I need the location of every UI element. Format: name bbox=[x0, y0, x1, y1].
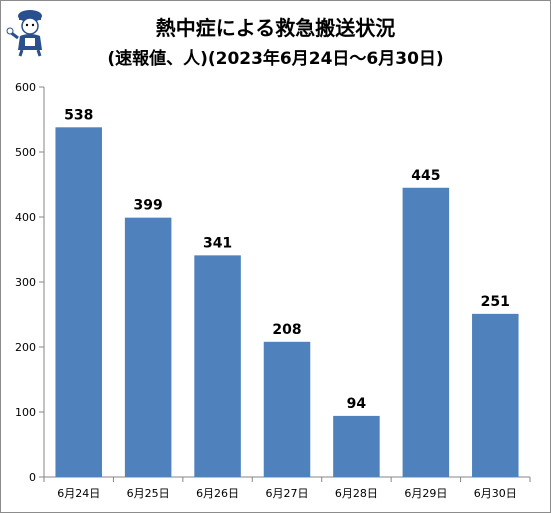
chart-subtitle: (速報値、人)(2023年6月24日〜6月30日) bbox=[107, 49, 444, 69]
bar bbox=[472, 313, 519, 477]
y-tick-label: 500 bbox=[15, 146, 36, 159]
y-tick-labels: 0 100 200 300 400 500 600 bbox=[15, 81, 36, 484]
y-tick-label: 300 bbox=[15, 276, 36, 289]
x-tick-label: 6月28日 bbox=[335, 487, 378, 500]
x-tick-label: 6月25日 bbox=[127, 487, 170, 500]
data-labels: 538 399 341 208 94 445 251 bbox=[64, 107, 510, 412]
x-tick-label: 6月26日 bbox=[196, 487, 239, 500]
data-label: 94 bbox=[347, 396, 367, 412]
x-tick-label: 6月29日 bbox=[404, 487, 447, 500]
data-label: 538 bbox=[64, 107, 93, 123]
x-tick-labels: 6月24日 6月25日 6月26日 6月27日 6月28日 6月29日 6月30日 bbox=[57, 487, 517, 500]
x-tick-label: 6月24日 bbox=[57, 487, 100, 500]
chart-title: 熱中症による救急搬送状況 bbox=[155, 16, 396, 40]
data-label: 341 bbox=[203, 235, 232, 251]
y-tick-label: 200 bbox=[15, 341, 36, 354]
bar bbox=[55, 127, 102, 478]
bar bbox=[124, 217, 172, 477]
y-tick-label: 0 bbox=[29, 471, 36, 484]
bar bbox=[333, 415, 380, 477]
data-label: 208 bbox=[272, 322, 301, 338]
data-label: 445 bbox=[411, 168, 440, 184]
x-tick-label: 6月27日 bbox=[266, 487, 309, 500]
bar bbox=[194, 255, 241, 477]
y-tick-label: 100 bbox=[15, 406, 36, 419]
bar bbox=[402, 187, 450, 477]
data-label: 399 bbox=[134, 198, 163, 214]
y-tick-label: 400 bbox=[15, 211, 36, 224]
y-tick-label: 600 bbox=[15, 81, 36, 94]
data-label: 251 bbox=[481, 294, 510, 310]
mascot-character-icon bbox=[6, 10, 42, 57]
bars bbox=[55, 127, 519, 478]
bar bbox=[263, 341, 311, 477]
x-tick-label: 6月30日 bbox=[474, 487, 517, 500]
